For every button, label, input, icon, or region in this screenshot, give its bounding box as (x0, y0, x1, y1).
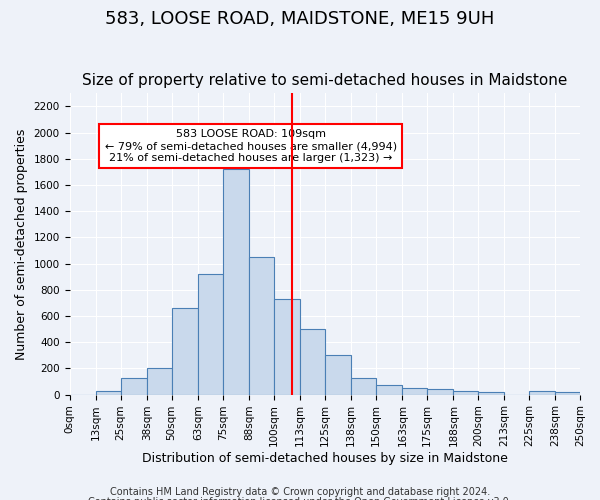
Bar (96, 392, 121, 394)
Y-axis label: Number of semi-detached properties: Number of semi-detached properties (15, 128, 28, 360)
Bar (325, 354, 352, 395)
Bar (172, 308, 198, 394)
Bar (352, 378, 376, 394)
Bar (529, 392, 556, 394)
Text: 583, LOOSE ROAD, MAIDSTONE, ME15 9UH: 583, LOOSE ROAD, MAIDSTONE, ME15 9UH (106, 10, 494, 28)
Bar (403, 388, 427, 394)
Bar (249, 257, 274, 394)
Bar (376, 385, 403, 394)
Bar (274, 299, 300, 394)
Text: Contains public sector information licensed under the Open Government Licence v3: Contains public sector information licen… (88, 497, 512, 500)
Title: Size of property relative to semi-detached houses in Maidstone: Size of property relative to semi-detach… (82, 73, 568, 88)
Bar (121, 378, 147, 394)
Text: 583 LOOSE ROAD: 109sqm
← 79% of semi-detached houses are smaller (4,994)
21% of : 583 LOOSE ROAD: 109sqm ← 79% of semi-det… (104, 130, 397, 162)
Bar (556, 392, 580, 394)
Bar (300, 329, 325, 394)
Bar (147, 368, 172, 394)
Bar (427, 390, 454, 394)
Bar (223, 170, 249, 394)
Bar (454, 392, 478, 394)
Bar (198, 274, 223, 394)
Bar (478, 392, 505, 394)
X-axis label: Distribution of semi-detached houses by size in Maidstone: Distribution of semi-detached houses by … (142, 452, 508, 465)
Text: Contains HM Land Registry data © Crown copyright and database right 2024.: Contains HM Land Registry data © Crown c… (110, 487, 490, 497)
